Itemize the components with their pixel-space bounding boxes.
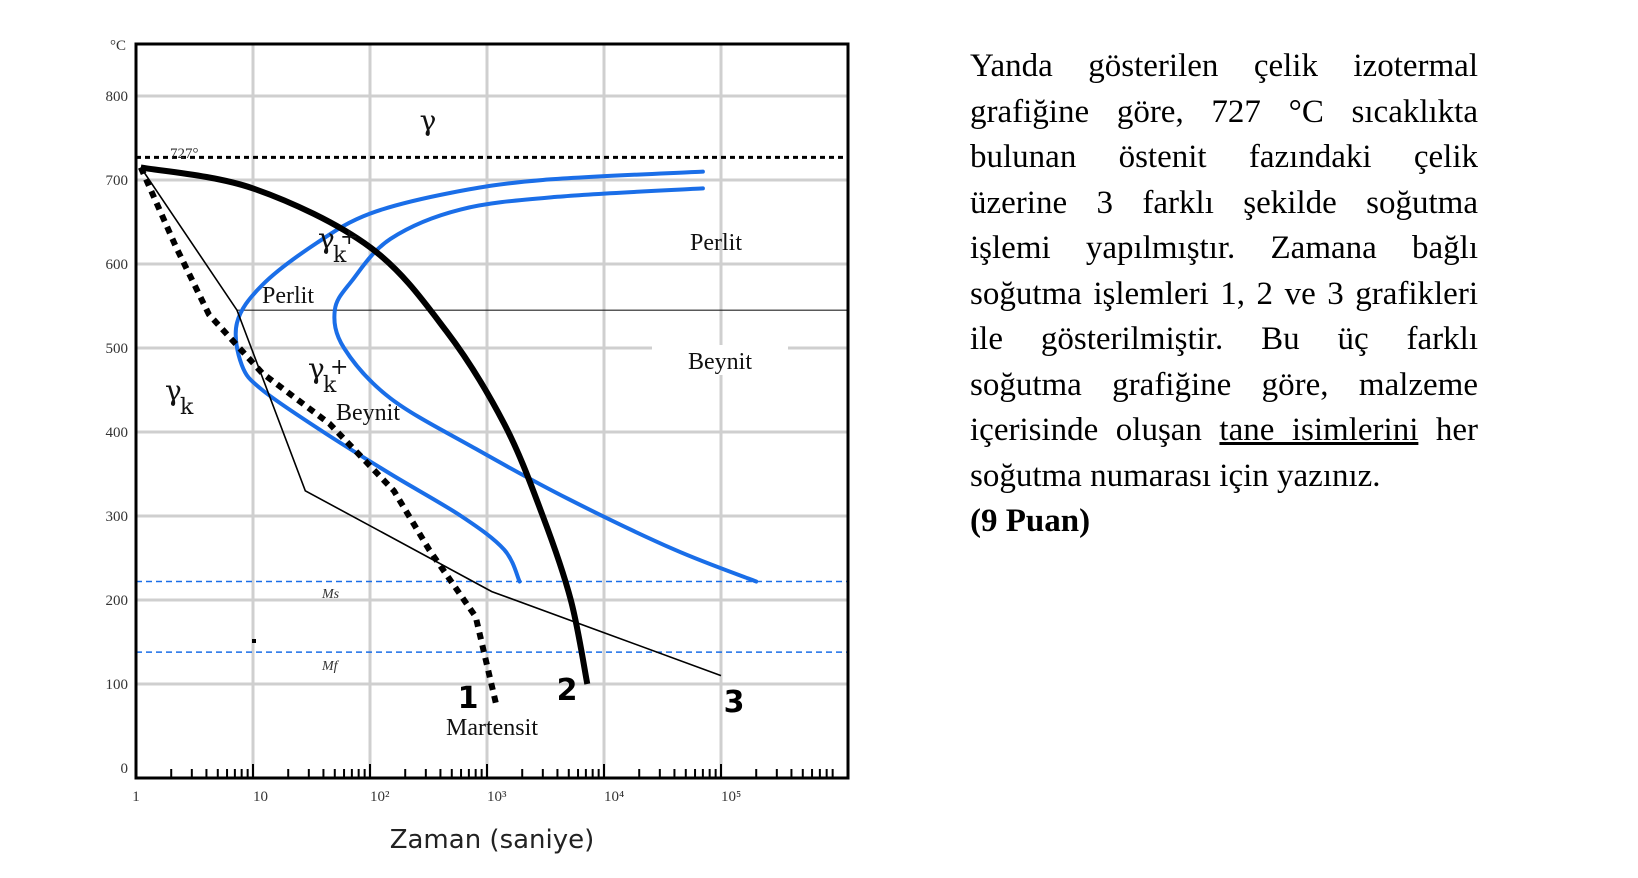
cooling-curve-1 [138, 166, 500, 706]
label-gamma-region: γ [420, 104, 437, 137]
question-body: Yanda gösterilen çelik izotermal grafiği… [970, 48, 1478, 448]
question-text: Yanda gösterilen çelik izotermal grafiği… [970, 44, 1478, 545]
question-tail: her soğutma numarası için yazınız. [970, 412, 1479, 494]
y-tick-label: 100 [106, 677, 129, 693]
x-tick-label: 10⁵ [721, 789, 741, 805]
chart-labels: 727° γ Perlit Perlit Beynit Beynit Martensit Ms… [165, 104, 788, 741]
label-gamma-k-sub: k [333, 243, 347, 268]
label-ms: Ms [321, 587, 340, 602]
y-tick-label: 500 [106, 341, 129, 357]
y-tick-label: 0 [121, 761, 129, 777]
x-tick-label: 10 [253, 789, 268, 805]
y-tick-label: 600 [106, 257, 129, 273]
reference-lines [136, 155, 848, 653]
points-label: (9 Puan) [970, 503, 1091, 539]
x-axis-title: Zaman (saniye) [390, 825, 595, 855]
y-tick-label: 700 [106, 173, 129, 189]
label-gamma-k: γ [308, 352, 325, 385]
label-gamma-k: γ [318, 222, 335, 255]
label-mf: Mf [321, 659, 340, 674]
label-beynit-right: Beynit [688, 349, 752, 375]
ttt-diagram: 1 10 10² 10³ 10⁴ 10⁵ 0 100 200 300 400 500 600 700 800… [106, 38, 850, 855]
plot-border [134, 42, 850, 780]
beynit-label-bg [652, 345, 788, 375]
y-tick-label: 800 [106, 89, 129, 105]
underlined-phrase: tane isimlerini [1219, 412, 1419, 448]
y-tick-label: 400 [106, 425, 129, 441]
ttt-start-curve [233, 169, 705, 584]
label-perlit-right: Perlit [690, 230, 742, 256]
label-perlit-left: Perlit [262, 283, 314, 309]
label-gamma-k: γ [165, 374, 182, 407]
label-gamma-k-sub: k [180, 395, 194, 420]
label-gamma-k-plus: + [340, 225, 358, 250]
label-beynit-mid: Beynit [336, 400, 400, 426]
label-727: 727° [170, 146, 199, 162]
curve-label-3: 3 [724, 685, 745, 720]
label-gamma-k-plus: + [330, 355, 348, 380]
axis-ticks: 1 10 10² 10³ 10⁴ 10⁵ 0 100 200 300 400 500 600 700 800… [106, 38, 834, 855]
y-axis-unit: °C [110, 38, 126, 54]
x-tick-label: 10⁴ [604, 789, 624, 805]
x-tick-label: 10² [370, 789, 390, 805]
y-tick-label: 300 [106, 509, 129, 525]
label-martensit: Martensit [446, 715, 538, 741]
curve-label-2: 2 [557, 673, 578, 708]
x-tick-label: 10³ [487, 789, 507, 805]
curves [138, 164, 759, 706]
y-tick-label: 200 [106, 593, 129, 609]
curve-label-1: 1 [458, 681, 479, 716]
cooling-curve-3 [140, 166, 722, 677]
cooling-curve-2 [140, 164, 591, 685]
label-gamma-k-sub: k [323, 373, 337, 398]
ttt-end-curve [332, 186, 759, 584]
stray-dot [252, 639, 256, 643]
plot-frame [134, 42, 850, 780]
grid-lines [136, 44, 848, 778]
x-tick-label: 1 [132, 789, 140, 805]
